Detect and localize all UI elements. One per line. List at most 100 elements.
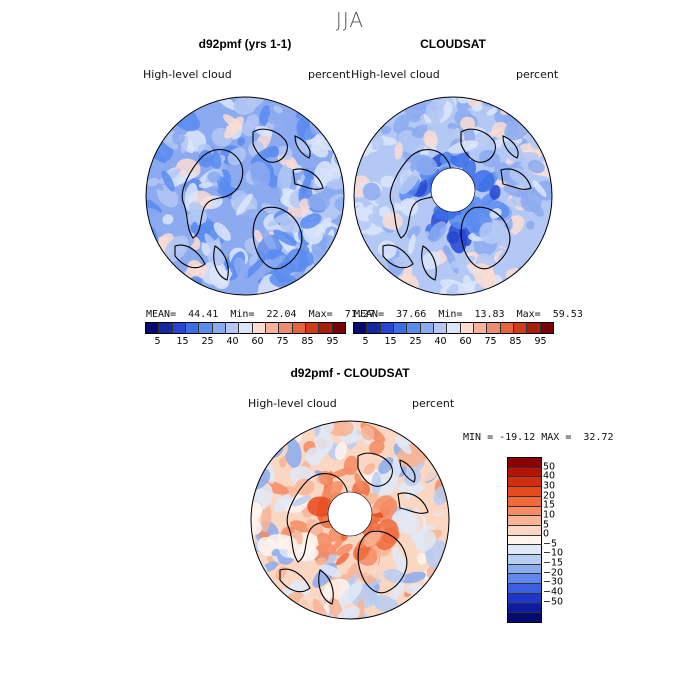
colorbar-tick-label: 85: [301, 336, 314, 347]
colorbar-swatch: [433, 323, 448, 333]
model-polar-map: [145, 96, 345, 296]
model-variable-label: High-level cloud: [143, 68, 232, 81]
diff-colorbar: [507, 457, 542, 623]
colorbar-swatch: [225, 323, 240, 333]
colorbar-swatch: [185, 323, 200, 333]
colorbar-swatch: [508, 467, 541, 478]
colorbar-tick-label: 15: [543, 499, 556, 511]
colorbar-tick-label: −10: [543, 547, 564, 559]
obs-colorbar: [353, 322, 554, 334]
diff-polar-map: [250, 420, 450, 620]
colorbar-swatch: [508, 564, 541, 575]
colorbar-swatch: [279, 323, 293, 333]
colorbar-swatch: [508, 477, 541, 488]
model-mean-value: 44.41: [188, 309, 219, 320]
colorbar-swatch: [407, 323, 421, 333]
diff-stats: MIN = -19.12 MAX = 32.72: [463, 432, 614, 443]
colorbar-swatch: [508, 535, 541, 546]
colorbar-swatch: [319, 323, 333, 333]
colorbar-tick-label: 95: [534, 336, 547, 347]
colorbar-tick-label: −15: [543, 557, 564, 569]
colorbar-tick-label: −20: [543, 567, 564, 579]
colorbar-swatch: [380, 323, 394, 333]
colorbar-swatch: [354, 323, 368, 333]
colorbar-swatch: [508, 496, 541, 507]
colorbar-tick-label: −40: [543, 586, 564, 598]
colorbar-swatch: [212, 323, 226, 333]
colorbar-swatch: [508, 458, 541, 468]
colorbar-tick-label: 30: [543, 480, 556, 492]
obs-variable-label: High-level cloud: [351, 68, 440, 81]
colorbar-tick-label: 5: [154, 336, 161, 347]
colorbar-swatch: [508, 593, 541, 604]
colorbar-swatch: [159, 323, 173, 333]
colorbar-tick-label: 10: [543, 509, 556, 521]
obs-mean-label: MEAN=: [354, 309, 385, 320]
colorbar-tick-label: 60: [251, 336, 264, 347]
diff-variable-label: High-level cloud: [248, 397, 337, 410]
colorbar-swatch: [508, 574, 541, 585]
colorbar-swatch: [473, 323, 488, 333]
model-panel-title: d92pmf (yrs 1-1): [198, 37, 292, 51]
model-mean-label: MEAN=: [146, 309, 177, 320]
colorbar-swatch: [460, 323, 474, 333]
colorbar-swatch: [447, 323, 461, 333]
model-max-label: Max=: [308, 309, 333, 320]
colorbar-swatch: [265, 323, 280, 333]
colorbar-tick-label: 40: [434, 336, 447, 347]
colorbar-tick-label: 75: [276, 336, 289, 347]
colorbar-swatch: [199, 323, 213, 333]
colorbar-tick-label: 25: [409, 336, 422, 347]
colorbar-tick-label: −5: [543, 538, 558, 550]
colorbar-swatch: [508, 487, 541, 497]
model-min-label: Min=: [230, 309, 255, 320]
colorbar-swatch: [540, 323, 553, 333]
colorbar-tick-label: 50: [543, 461, 556, 473]
colorbar-swatch: [487, 323, 501, 333]
colorbar-swatch: [393, 323, 408, 333]
colorbar-swatch: [508, 545, 541, 556]
colorbar-swatch: [508, 584, 541, 594]
colorbar-tick-label: 0: [543, 528, 550, 540]
colorbar-swatch: [146, 323, 160, 333]
colorbar-tick-label: 95: [326, 336, 339, 347]
colorbar-swatch: [239, 323, 253, 333]
colorbar-tick-label: 5: [543, 519, 550, 531]
obs-mean-value: 37.66: [396, 309, 427, 320]
colorbar-tick-label: 75: [484, 336, 497, 347]
colorbar-swatch: [508, 525, 541, 536]
colorbar-tick-label: 85: [509, 336, 522, 347]
colorbar-swatch: [508, 613, 541, 622]
obs-panel-title: CLOUDSAT: [420, 37, 486, 51]
obs-colorbar-ticks: 5 15 25 40 60 75 85 95: [353, 336, 553, 348]
colorbar-swatch: [500, 323, 514, 333]
colorbar-swatch: [367, 323, 381, 333]
colorbar-swatch: [508, 506, 541, 517]
colorbar-swatch: [420, 323, 434, 333]
colorbar-tick-label: −50: [543, 596, 564, 608]
colorbar-swatch: [508, 603, 541, 614]
model-stats: MEAN= 44.41 Min= 22.04 Max= 71.27: [146, 309, 375, 320]
colorbar-swatch: [252, 323, 266, 333]
colorbar-swatch: [172, 323, 186, 333]
colorbar-tick-label: 15: [176, 336, 189, 347]
obs-units-label: percent: [516, 68, 559, 81]
colorbar-tick-label: 25: [201, 336, 214, 347]
colorbar-swatch: [305, 323, 320, 333]
colorbar-tick-label: −30: [543, 576, 564, 588]
obs-max-label: Max=: [516, 309, 541, 320]
colorbar-tick-label: 40: [543, 470, 556, 482]
diff-panel-title: d92pmf - CLOUDSAT: [290, 366, 410, 380]
obs-min-label: Min=: [438, 309, 463, 320]
model-max-value: 71.27: [344, 309, 375, 320]
obs-polar-map: [353, 96, 553, 296]
colorbar-tick-label: 20: [543, 490, 556, 502]
colorbar-swatch: [513, 323, 528, 333]
model-colorbar: [145, 322, 346, 334]
model-colorbar-ticks: 5 15 25 40 60 75 85 95: [145, 336, 345, 348]
colorbar-swatch: [292, 323, 306, 333]
colorbar-tick-label: 15: [384, 336, 397, 347]
colorbar-swatch: [508, 516, 541, 526]
colorbar-swatch: [527, 323, 541, 333]
colorbar-tick-label: 60: [459, 336, 472, 347]
